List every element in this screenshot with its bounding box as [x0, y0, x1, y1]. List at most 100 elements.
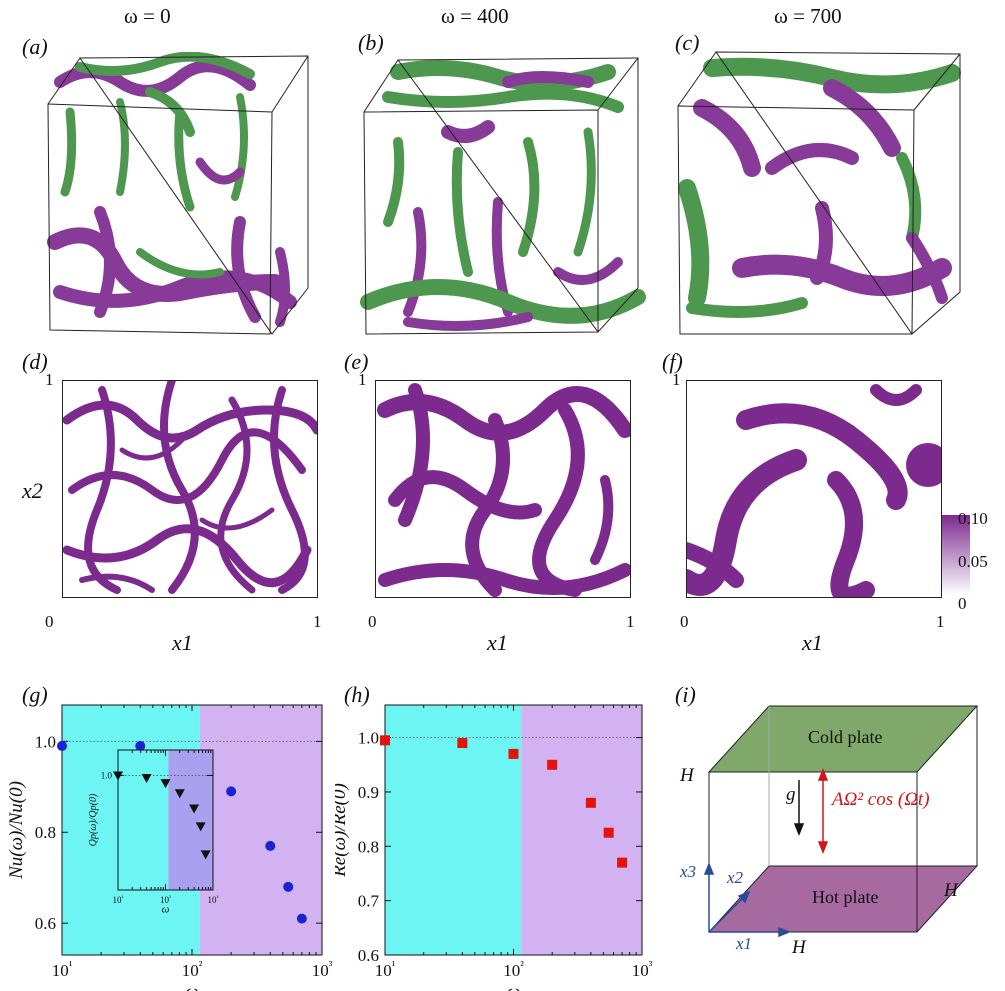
slice-y-label-text: x2 [22, 478, 43, 503]
re-point [457, 738, 468, 749]
re-ytick-label: 0.7 [358, 892, 380, 911]
chart-re: 10¹ 10² 10³ 0.6 0.7 0.8 0.9 1.0 ω Re(ω)/Re(0) [335, 704, 653, 991]
nu-inset-ytick-label: 1.0 [101, 771, 113, 781]
slice-panel-d [62, 380, 318, 598]
nu-point [283, 881, 294, 892]
panel-label-e: (e) [344, 349, 369, 374]
chart-nu: 10¹10²10³0.60.81.0ωNu(ω)/Nu(0)10¹10²10³1… [6, 704, 333, 991]
slice-f-xtick-min: 0 [680, 612, 689, 631]
colorbar-tick-low: 0 [958, 594, 967, 613]
slice-d-xtick-max: 1 [313, 612, 322, 631]
slice-e-xtick-min: 0 [368, 612, 377, 631]
nu-inset: 10¹ 10² 10³ 1.0 ω Qp(ω)/Qp(0) [88, 749, 219, 916]
x1-axis-label: x1 [736, 934, 753, 953]
re-ytick-label: 0.8 [358, 837, 379, 856]
re-xtick-label: 10² [503, 958, 524, 980]
nu-inset-region-0 [118, 750, 169, 890]
re-ylabel: Re(ω)/Re(0) [335, 783, 350, 878]
slice-e-xtick-max: 1 [626, 612, 635, 631]
width-label-bottom: H [792, 937, 806, 958]
slice-f-frame [686, 380, 942, 598]
nu-inset-point [160, 779, 171, 789]
panel-label-c: (c) [675, 30, 700, 55]
nu-xtick-label: 10³ [312, 958, 333, 980]
slice-d-frame [62, 380, 318, 598]
nu-point [135, 740, 146, 751]
re-point [603, 827, 614, 838]
colorbar [942, 515, 970, 595]
re-ytick-label: 0.6 [358, 946, 379, 965]
slice-f-ytick-max: 1 [672, 370, 681, 389]
gravity-arrow [793, 780, 805, 837]
colorbar-tick-high: 0.10 [958, 509, 988, 528]
re-region-0 [385, 705, 522, 955]
slice-x-label-text-d: x1 [172, 630, 193, 655]
nu-inset-region-1 [168, 750, 213, 890]
re-xtick-label: 10¹ [375, 958, 396, 980]
slice-x-label-text-e: x1 [487, 630, 508, 655]
panel-label-a: (a) [22, 34, 48, 59]
slice-d-xlabel: x1 [172, 630, 193, 656]
isosurface-cube-c [677, 51, 961, 335]
nu-inset-point [189, 804, 200, 814]
nu-ylabel: Nu(ω)/Nu(0) [6, 781, 27, 880]
nu-inset-xtick-label: 10¹ [113, 894, 124, 905]
nu-xtick-label: 10² [182, 958, 203, 980]
re-point [617, 857, 628, 868]
nu-inset-point [141, 774, 152, 783]
nu-xlabel: ω [185, 982, 198, 991]
nu-point [57, 740, 67, 751]
panel-label-h: (h) [344, 682, 370, 707]
slice-d-ytick-max: 1 [45, 370, 54, 389]
slice-panel-e [375, 380, 631, 598]
title-omega-700: ω = 700 [774, 4, 842, 28]
nu-point [265, 840, 276, 851]
slice-e-xlabel: x1 [487, 630, 508, 656]
panel-label-f: (f) [662, 349, 683, 374]
nu-ytick-label: 0.6 [35, 914, 56, 933]
slice-x-label-text-f: x1 [802, 630, 823, 655]
hot-plate-label: Hot plate [812, 887, 879, 907]
re-xtick-label: 10³ [632, 958, 653, 980]
isosurface-cube-a [47, 52, 309, 335]
re-xlabel: ω [507, 982, 520, 991]
nu-inset-xtick-label: 10³ [208, 894, 219, 905]
re-region-1 [521, 705, 642, 955]
nu-region-1 [199, 705, 322, 955]
nu-ytick-label: 1.0 [35, 732, 56, 751]
panel-label-d: (d) [22, 349, 48, 374]
re-ytick-label: 1.0 [358, 729, 379, 748]
schematic [703, 705, 979, 938]
re-point [380, 735, 390, 746]
cube-b-blobs [360, 60, 646, 331]
title-omega-0: ω = 0 [124, 4, 171, 28]
nu-point [296, 913, 307, 924]
slice-d-ytick-min: 0 [45, 612, 54, 631]
panel-label-g: (g) [22, 682, 48, 707]
re-ytick-label: 0.9 [358, 783, 379, 802]
re-point [508, 748, 519, 759]
cold-plate-label: Cold plate [808, 727, 883, 747]
slice-panel-f [686, 380, 942, 598]
slice-d-ylabel: x2 [22, 478, 43, 504]
slice-f-xtick-max: 1 [936, 612, 945, 631]
nu-xtick-label: 10¹ [52, 958, 73, 980]
slice-e-frame [375, 380, 631, 598]
nu-inset-point [200, 850, 211, 860]
panel-label-i: (i) [675, 682, 696, 707]
cube-c-frame [677, 51, 961, 335]
nu-point [226, 786, 237, 797]
x3-axis-label: x3 [680, 862, 697, 881]
cube-a-frame [47, 55, 309, 335]
accel-label: AΩ² cos (Ωt) [832, 789, 930, 810]
isosurface-cube-b [360, 57, 646, 335]
nu-inset-xtick-label: 10² [160, 894, 171, 905]
height-label-right: H [944, 880, 958, 901]
nu-inset-point [174, 789, 185, 799]
re-point [585, 797, 596, 808]
colorbar-tick-mid: 0.05 [958, 552, 988, 571]
cube-a-blobs [47, 52, 297, 327]
cube-c-blobs [678, 57, 961, 318]
panel-label-b: (b) [358, 30, 384, 55]
x2-axis-label: x2 [727, 868, 744, 887]
